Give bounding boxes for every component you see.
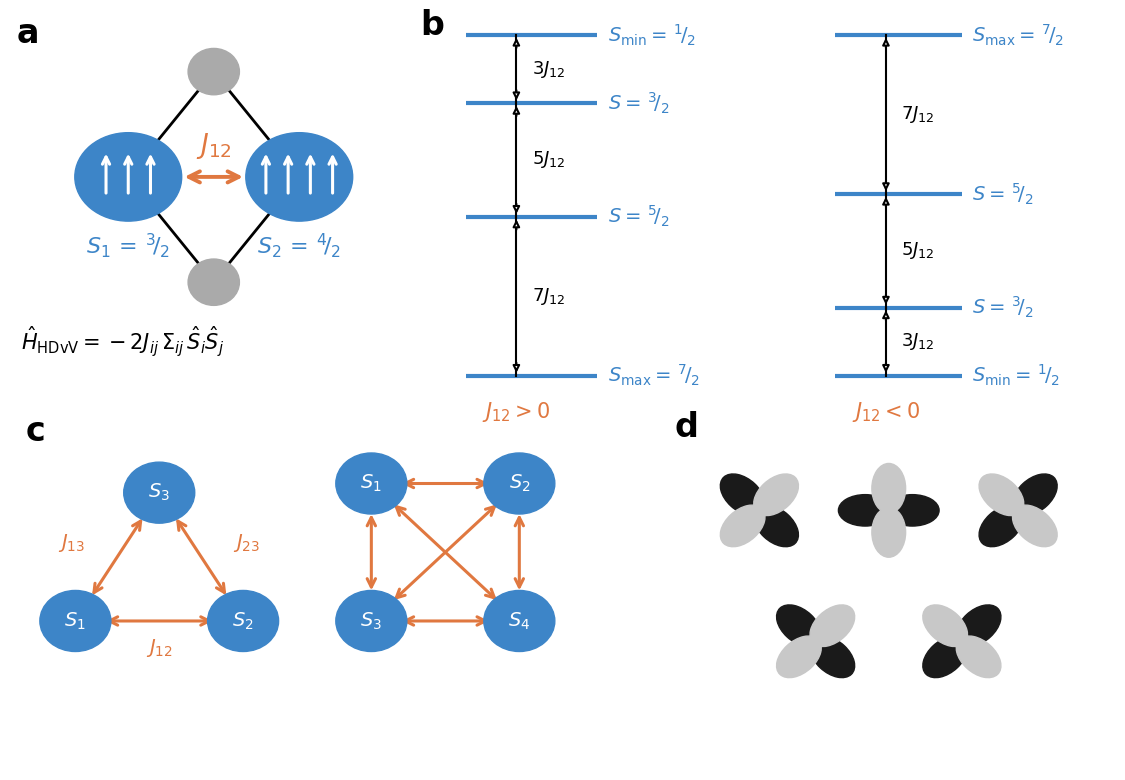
Text: $5J_{12}$: $5J_{12}$ bbox=[532, 149, 565, 170]
Text: b: b bbox=[421, 9, 444, 42]
Text: $J_{12} > 0$: $J_{12} > 0$ bbox=[483, 399, 550, 424]
Ellipse shape bbox=[922, 605, 968, 647]
Ellipse shape bbox=[1012, 505, 1058, 547]
Ellipse shape bbox=[484, 453, 555, 514]
Text: $S = \,^3\!/_{2}$: $S = \,^3\!/_{2}$ bbox=[972, 295, 1034, 320]
Ellipse shape bbox=[979, 505, 1024, 547]
Ellipse shape bbox=[124, 462, 195, 523]
Ellipse shape bbox=[336, 590, 407, 651]
Ellipse shape bbox=[872, 508, 906, 557]
Text: $7J_{12}$: $7J_{12}$ bbox=[901, 104, 935, 125]
Text: $S_2$: $S_2$ bbox=[232, 610, 254, 632]
Text: $S = \,^3\!/_{2}$: $S = \,^3\!/_{2}$ bbox=[608, 90, 669, 115]
Text: $S_3$: $S_3$ bbox=[360, 610, 382, 632]
Text: $J_{23}$: $J_{23}$ bbox=[233, 532, 260, 554]
Ellipse shape bbox=[336, 453, 407, 514]
Text: $7J_{12}$: $7J_{12}$ bbox=[532, 285, 565, 307]
Ellipse shape bbox=[39, 590, 111, 651]
Ellipse shape bbox=[810, 636, 855, 678]
Ellipse shape bbox=[245, 133, 353, 222]
Text: c: c bbox=[26, 415, 46, 448]
Ellipse shape bbox=[956, 636, 1001, 678]
Ellipse shape bbox=[776, 605, 821, 647]
Text: a: a bbox=[17, 17, 39, 50]
Ellipse shape bbox=[1012, 474, 1058, 516]
Ellipse shape bbox=[776, 636, 821, 678]
Ellipse shape bbox=[754, 474, 799, 516]
Ellipse shape bbox=[754, 505, 799, 547]
Text: $S_{\mathrm{min}} = \,^1\!/_{2}$: $S_{\mathrm{min}} = \,^1\!/_{2}$ bbox=[608, 23, 695, 48]
Text: $J_{12}$: $J_{12}$ bbox=[196, 131, 232, 161]
Text: $S_2\,=\,^4\!/_{2}$: $S_2\,=\,^4\!/_{2}$ bbox=[258, 232, 341, 261]
Ellipse shape bbox=[720, 474, 765, 516]
Text: $S_{\mathrm{max}} = \,^7\!/_{2}$: $S_{\mathrm{max}} = \,^7\!/_{2}$ bbox=[608, 363, 700, 388]
Ellipse shape bbox=[885, 495, 939, 526]
Ellipse shape bbox=[74, 133, 182, 222]
Text: $\hat{H}_{\mathrm{HDvV}}= -2J_{ij}\,\Sigma_{ij}\,\hat{S}_i\hat{S}_j$: $\hat{H}_{\mathrm{HDvV}}= -2J_{ij}\,\Sig… bbox=[21, 324, 225, 359]
Ellipse shape bbox=[922, 636, 968, 678]
Ellipse shape bbox=[188, 259, 240, 305]
Text: $S_3$: $S_3$ bbox=[148, 482, 170, 503]
Text: $3J_{12}$: $3J_{12}$ bbox=[901, 331, 935, 352]
Ellipse shape bbox=[484, 590, 555, 651]
Text: $J_{13}$: $J_{13}$ bbox=[58, 532, 86, 554]
Text: $S = \,^5\!/_{2}$: $S = \,^5\!/_{2}$ bbox=[972, 181, 1034, 207]
Ellipse shape bbox=[208, 590, 279, 651]
Text: $S_1\,=\,^3\!/_{2}$: $S_1\,=\,^3\!/_{2}$ bbox=[87, 232, 170, 261]
Text: $J_{12} < 0$: $J_{12} < 0$ bbox=[852, 399, 920, 424]
Ellipse shape bbox=[720, 505, 765, 547]
Text: $5J_{12}$: $5J_{12}$ bbox=[901, 240, 935, 261]
Text: d: d bbox=[675, 411, 699, 444]
Ellipse shape bbox=[956, 605, 1001, 647]
Ellipse shape bbox=[188, 48, 240, 94]
Text: $S_{\mathrm{min}} = \,^1\!/_{2}$: $S_{\mathrm{min}} = \,^1\!/_{2}$ bbox=[972, 363, 1060, 388]
Text: $3J_{12}$: $3J_{12}$ bbox=[532, 58, 565, 80]
Text: $S_2$: $S_2$ bbox=[508, 473, 530, 495]
Text: $J_{12}$: $J_{12}$ bbox=[146, 637, 172, 659]
Ellipse shape bbox=[838, 495, 892, 526]
Text: $S_{\mathrm{max}} = \,^7\!/_{2}$: $S_{\mathrm{max}} = \,^7\!/_{2}$ bbox=[972, 23, 1064, 48]
Ellipse shape bbox=[810, 605, 855, 647]
Text: $S_1$: $S_1$ bbox=[360, 473, 382, 495]
Ellipse shape bbox=[979, 474, 1024, 516]
Ellipse shape bbox=[872, 463, 906, 513]
Text: $S_1$: $S_1$ bbox=[64, 610, 87, 632]
Text: $S = \,^5\!/_{2}$: $S = \,^5\!/_{2}$ bbox=[608, 204, 669, 229]
Text: $S_4$: $S_4$ bbox=[508, 610, 530, 632]
